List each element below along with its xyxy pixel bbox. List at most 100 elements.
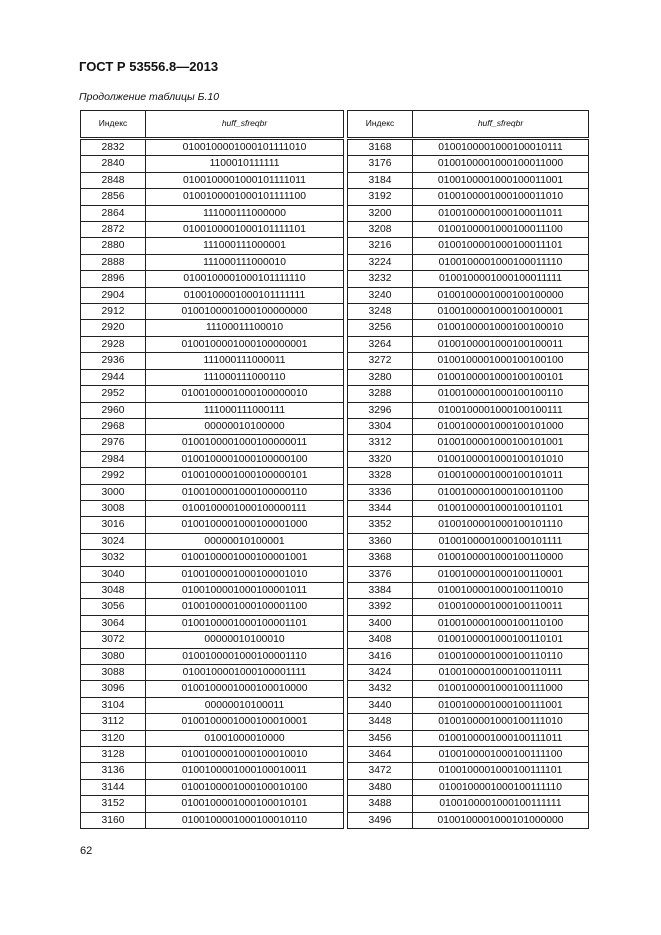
table-row: 2912 0100100001000100000000 [80, 303, 344, 321]
table-row: 3200 0100100001000100011011 [347, 204, 589, 223]
table-row: 3096 0100100001000100010000 [80, 680, 344, 698]
index-cell: 3360 [347, 532, 413, 551]
table-row: 3136 0100100001000100010011 [80, 762, 344, 780]
table-row: 3128 0100100001000100010010 [80, 746, 344, 764]
table-row: 2896 0100100001000101111110 [80, 270, 344, 288]
code-cell: 0100100001000100010001 [145, 713, 344, 731]
code-cell: 00000010100011 [145, 696, 344, 715]
table-row: 3376 0100100001000100110001 [347, 565, 589, 583]
code-cell: 0100100001000100100010 [412, 319, 589, 337]
index-cell: 3072 [80, 631, 146, 649]
code-cell: 111000111000001 [145, 237, 344, 255]
code-cell: 0100100001000100100100 [412, 352, 589, 370]
table-row: 2840 1100010111111 [80, 155, 344, 173]
code-cell: 0100100001000100000001 [145, 335, 344, 354]
index-cell: 3168 [347, 137, 413, 157]
index-cell: 3488 [347, 795, 413, 813]
table-row: 3024 00000010100001 [80, 532, 344, 551]
index-cell: 3336 [347, 483, 413, 501]
code-cell: 0100100001000101000000 [412, 811, 589, 830]
code-cell: 0100100001000100010111 [412, 137, 589, 157]
table-row: 3048 0100100001000100001011 [80, 581, 344, 600]
table-row: 3104 00000010100011 [80, 696, 344, 715]
index-cell: 3200 [347, 204, 413, 223]
code-cell: 0100100001000100110001 [412, 565, 589, 583]
table-row: 3432 0100100001000100111000 [347, 680, 589, 698]
table-row: 3080 0100100001000100001110 [80, 647, 344, 666]
table-row: 3176 0100100001000100011000 [347, 155, 589, 173]
code-cell: 0100100001000100011000 [412, 155, 589, 173]
header-row: Индекс huff_sfreqbr [347, 110, 589, 140]
code-cell: 0100100001000100011100 [412, 221, 589, 239]
code-cell: 0100100001000100001011 [145, 581, 344, 600]
index-cell: 2976 [80, 434, 146, 452]
code-cell: 0100100001000100100111 [412, 401, 589, 419]
table-row: 2984 0100100001000100000100 [80, 450, 344, 469]
index-cell: 3224 [347, 253, 413, 272]
header-row: Индекс huff_sfreqbr [80, 110, 344, 140]
table-right: Индекс huff_sfreqbr 3168 0100100001000100… [347, 110, 589, 830]
table-row: 3184 0100100001000100011001 [347, 171, 589, 190]
index-cell: 3152 [80, 795, 146, 813]
column-header-index: Индекс [347, 110, 413, 140]
document-title: ГОСТ Р 53556.8—2013 [79, 59, 219, 74]
code-cell: 0100100001000100010100 [145, 778, 344, 797]
code-cell: 0100100001000100000100 [145, 450, 344, 469]
index-cell: 3288 [347, 385, 413, 403]
code-cell: 0100100001000100111010 [412, 713, 589, 731]
table-row: 3296 0100100001000100100111 [347, 401, 589, 419]
code-cell: 0100100001000100101010 [412, 450, 589, 469]
index-cell: 2968 [80, 417, 146, 436]
index-cell: 3496 [347, 811, 413, 830]
code-cell: 0100100001000100011110 [412, 253, 589, 272]
index-cell: 3184 [347, 171, 413, 190]
code-cell: 0100100001000100111001 [412, 696, 589, 715]
code-cell: 0100100001000100001110 [145, 647, 344, 666]
table-row: 3464 0100100001000100111100 [347, 746, 589, 764]
code-cell: 0100100001000100010011 [145, 762, 344, 780]
table-row: 3384 0100100001000100110010 [347, 581, 589, 600]
table-caption: Продолжение таблицы Б.10 [79, 91, 220, 103]
code-cell: 0100100001000100101011 [412, 467, 589, 485]
table-row: 3112 0100100001000100010001 [80, 713, 344, 731]
index-cell: 2856 [80, 188, 146, 206]
index-cell: 3208 [347, 221, 413, 239]
index-cell: 3304 [347, 417, 413, 436]
code-cell: 0100100001000100101100 [412, 483, 589, 501]
table-row: 2904 0100100001000101111111 [80, 286, 344, 305]
index-cell: 2944 [80, 368, 146, 387]
index-cell: 2912 [80, 303, 146, 321]
index-cell: 3080 [80, 647, 146, 666]
index-cell: 2888 [80, 253, 146, 272]
index-cell: 3032 [80, 549, 146, 567]
table-row: 3272 0100100001000100100100 [347, 352, 589, 370]
code-cell: 0100100001000100110100 [412, 614, 589, 633]
code-cell: 0100100001000101111011 [145, 171, 344, 190]
table-row: 3488 0100100001000100111111 [347, 795, 589, 813]
code-cell: 0100100001000100011111 [412, 270, 589, 288]
index-cell: 3296 [347, 401, 413, 419]
table-row: 3016 0100100001000100001000 [80, 516, 344, 534]
index-cell: 3376 [347, 565, 413, 583]
index-cell: 3344 [347, 499, 413, 518]
table-row: 3040 0100100001000100001010 [80, 565, 344, 583]
code-cell: 1100010111111 [145, 155, 344, 173]
index-cell: 2880 [80, 237, 146, 255]
table-row: 3152 0100100001000100010101 [80, 795, 344, 813]
table-row: 2832 0100100001000101111010 [80, 137, 344, 157]
table-row: 2872 0100100001000101111101 [80, 221, 344, 239]
index-cell: 3432 [347, 680, 413, 698]
code-cell: 0100100001000100100101 [412, 368, 589, 387]
table-row: 3056 0100100001000100001100 [80, 598, 344, 616]
index-cell: 3008 [80, 499, 146, 518]
code-cell: 0100100001000100100001 [412, 303, 589, 321]
index-cell: 2960 [80, 401, 146, 419]
table-row: 3392 0100100001000100110011 [347, 598, 589, 616]
code-cell: 0100100001000100100110 [412, 385, 589, 403]
index-cell: 2848 [80, 171, 146, 190]
code-cell: 0100100001000100001101 [145, 614, 344, 633]
code-cell: 00000010100001 [145, 532, 344, 551]
code-tables: Индекс huff_sfreqbr 2832 0100100001000101… [80, 110, 589, 830]
table-row: 2864 111000111000000 [80, 204, 344, 223]
code-cell: 0100100001000100011101 [412, 237, 589, 255]
